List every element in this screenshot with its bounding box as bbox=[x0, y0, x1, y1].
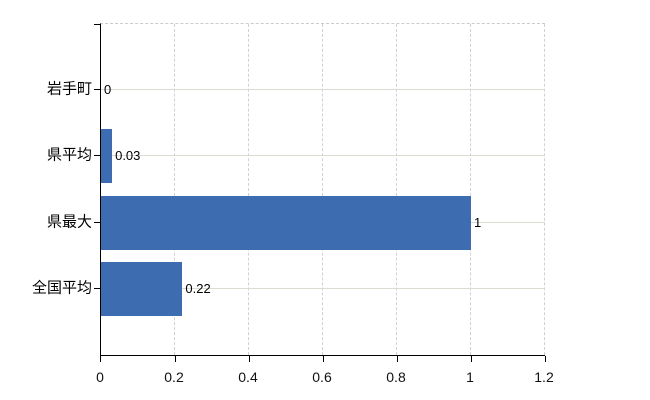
vertical-gridline bbox=[322, 24, 323, 355]
bar-value-label: 0 bbox=[104, 82, 112, 98]
x-tick-label: 0.6 bbox=[312, 369, 332, 385]
category-label: 県最大 bbox=[46, 213, 92, 231]
bar bbox=[101, 129, 113, 184]
vertical-gridline bbox=[470, 24, 471, 355]
y-axis-tick bbox=[94, 89, 100, 91]
bar bbox=[101, 261, 183, 316]
horizontal-gridline bbox=[101, 155, 545, 157]
bar-value-label: 0.22 bbox=[185, 280, 211, 296]
x-axis-tick bbox=[100, 356, 101, 362]
x-axis-tick bbox=[545, 356, 546, 362]
y-axis-tick bbox=[94, 287, 100, 289]
x-tick-label: 0 bbox=[96, 369, 104, 385]
category-label: 全国平均 bbox=[31, 279, 92, 297]
x-axis-tick bbox=[471, 356, 472, 362]
x-axis-tick bbox=[397, 356, 398, 362]
vertical-gridline bbox=[174, 24, 175, 355]
x-tick-label: 1 bbox=[466, 369, 474, 385]
x-tick-label: 0.4 bbox=[238, 369, 258, 385]
plot-area: 0 0.03 1 0.22 bbox=[94, 23, 546, 362]
vertical-gridline bbox=[396, 24, 397, 355]
y-axis-tick bbox=[94, 155, 100, 157]
x-tick-label: 1.2 bbox=[534, 369, 554, 385]
vertical-gridline bbox=[544, 24, 545, 355]
x-tick-label: 0.8 bbox=[386, 369, 406, 385]
vertical-gridline bbox=[248, 24, 249, 355]
x-tick-label: 0.2 bbox=[164, 369, 184, 385]
y-axis-tick bbox=[94, 221, 100, 223]
bar bbox=[101, 195, 471, 250]
category-label: 県平均 bbox=[46, 146, 92, 164]
horizontal-gridline bbox=[101, 287, 545, 289]
y-axis-tick bbox=[94, 24, 100, 25]
x-axis-tick bbox=[249, 356, 250, 362]
bar-value-label: 1 bbox=[474, 214, 482, 230]
horizontal-gridline bbox=[101, 89, 545, 91]
category-label: 岩手町 bbox=[46, 80, 92, 98]
x-axis-tick bbox=[175, 356, 176, 362]
bar-value-label: 0.03 bbox=[115, 148, 141, 164]
x-axis-tick bbox=[323, 356, 324, 362]
